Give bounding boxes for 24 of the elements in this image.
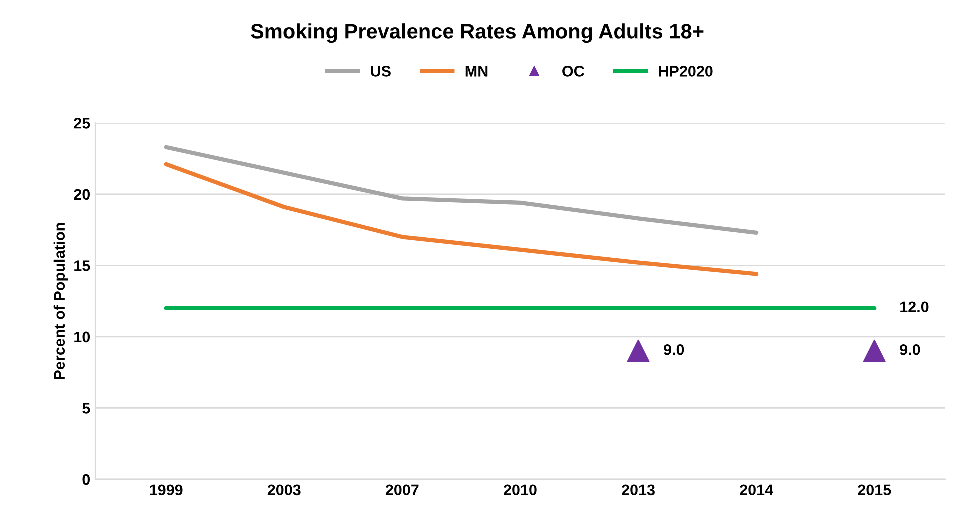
x-tick-label: 2010 [504, 484, 537, 496]
legend-label: HP2020 [659, 66, 713, 77]
x-tick-label: 2015 [858, 484, 892, 496]
legend-label: OC [562, 66, 584, 77]
data-label: 12.0 [900, 302, 929, 313]
y-tick-label: 5 [82, 403, 90, 414]
x-tick-label: 2014 [740, 484, 774, 496]
y-tick-label: 15 [74, 260, 90, 272]
chart-title: Smoking Prevalence Rates Among Adults 18+ [251, 24, 704, 44]
x-tick-label: 1999 [150, 484, 183, 496]
line-series [164, 145, 759, 235]
data-label: 9.0 [664, 344, 684, 356]
x-tick-label: 2013 [622, 484, 655, 496]
legend-label: MN [466, 66, 488, 77]
y-tick-label: 10 [74, 332, 90, 343]
y-tick-label: 0 [82, 474, 90, 486]
legend-label: US [371, 66, 391, 77]
y-axis-title: Percent of Population [54, 223, 68, 380]
x-tick-label: 2007 [386, 484, 419, 496]
line-series [164, 162, 759, 276]
y-tick-label: 25 [74, 118, 90, 129]
y-tick-label: 20 [74, 189, 90, 200]
x-tick-label: 2003 [268, 484, 301, 496]
data-label: 9.0 [900, 344, 920, 356]
